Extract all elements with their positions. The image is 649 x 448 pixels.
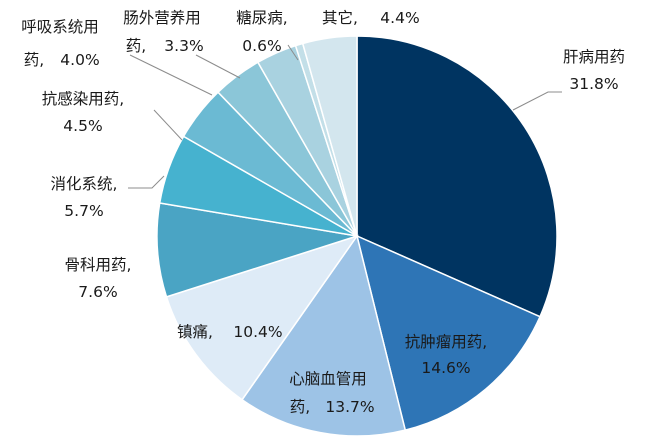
leader-line-xiaohua (128, 175, 165, 189)
pie-slice-3 (165, 234, 359, 401)
slice-label-2: 心脑血管用 (289, 370, 367, 388)
slice-value-0: 31.8% (569, 75, 618, 93)
leader-line-huxi (129, 54, 213, 96)
leader-line-changwai (195, 54, 241, 79)
slice-label-5: 消化系统, (51, 175, 118, 193)
leader-line-tangniao (287, 44, 299, 61)
pie-slice-4 (156, 202, 358, 298)
pie-slice-0 (356, 35, 558, 318)
slice-label-7: 呼吸系统用 (21, 18, 99, 36)
slice-label-3: 镇痛, (177, 323, 213, 341)
slice-label-8: 肠外营养用 (123, 9, 201, 27)
slice-value-7: 4.0% (60, 51, 99, 69)
pie-slice-1 (355, 234, 541, 432)
slice-label-4: 骨科用药, (65, 256, 132, 274)
slice-label-0: 肝病用药 (563, 48, 625, 66)
slice-value-1: 14.6% (421, 359, 470, 377)
slice-label2-2: 药, (290, 398, 310, 416)
slice-label2-8: 药, (126, 37, 146, 55)
pie-slice-10 (301, 35, 358, 237)
slice-value-10: 4.4% (380, 9, 419, 27)
leader-line-kanganran (153, 109, 183, 141)
pie-slice-2 (241, 234, 407, 437)
slice-label2-7: 药, (24, 51, 44, 69)
slice-value-9: 0.6% (242, 37, 281, 55)
slice-value-8: 3.3% (164, 37, 203, 55)
leader-line-gandan (512, 91, 562, 111)
slice-labels: 肝病用药 31.8% 抗肿瘤用药, 14.6% 心脑血管用 药, 13.7% 镇… (21, 9, 625, 416)
slice-label-9: 糖尿病, (236, 9, 287, 27)
pie-slices (156, 35, 558, 437)
slice-value-5: 5.7% (64, 202, 103, 220)
slice-label-10: 其它, (322, 9, 358, 27)
slice-value-3: 10.4% (233, 323, 282, 341)
slice-label-6: 抗感染用药, (42, 90, 124, 108)
leader-lines (128, 44, 562, 189)
slice-value-4: 7.6% (78, 283, 117, 301)
slice-value-2: 13.7% (325, 398, 374, 416)
slice-label-1: 抗肿瘤用药, (405, 333, 487, 351)
slice-value-6: 4.5% (63, 117, 102, 135)
